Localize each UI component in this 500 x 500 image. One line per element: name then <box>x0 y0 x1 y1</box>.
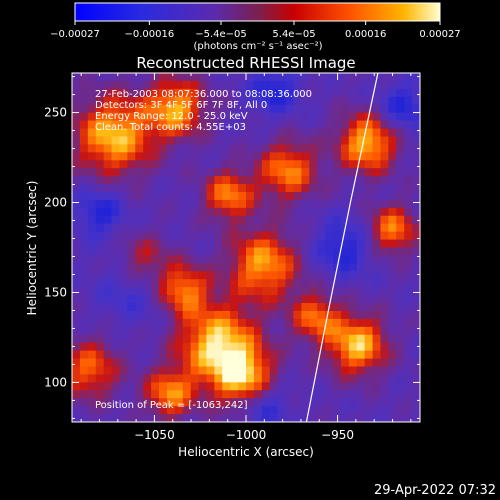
colorbar <box>74 2 441 22</box>
annotation-energy-range: Energy Range: 12.0 - 25.0 keV <box>95 111 248 122</box>
chart-title: Reconstructed RHESSI Image <box>136 54 355 72</box>
x-tick-label: −950 <box>321 428 354 442</box>
x-axis-label: Heliocentric X (arcsec) <box>178 445 314 459</box>
colorbar-tick-label: −0.00016 <box>124 29 174 40</box>
annotation-total-counts: Clean. Total counts: 4.55E+03 <box>95 122 246 133</box>
annotation-time-range: 27-Feb-2003 08:07:36.000 to 08:08:36.000 <box>95 89 312 100</box>
x-tick-label: −1000 <box>226 428 267 442</box>
colorbar-tick-label: 0.00016 <box>345 29 386 40</box>
heatmap-image <box>72 73 420 422</box>
y-axis-label: Heliocentric Y (arcsec) <box>25 181 39 316</box>
y-tick-label: 250 <box>44 106 67 120</box>
colorbar-tick-label: −5.4e−05 <box>195 29 247 40</box>
annotation-block: 27-Feb-2003 08:07:36.000 to 08:08:36.000… <box>95 89 312 133</box>
x-tick-label: −1050 <box>134 428 175 442</box>
y-tick-label: 200 <box>44 196 67 210</box>
solar-limb <box>305 73 379 422</box>
footer-timestamp: 29-Apr-2022 07:32 <box>374 483 496 498</box>
colorbar-tick-label: 5.4e−05 <box>272 29 315 40</box>
y-tick-label: 100 <box>44 375 67 389</box>
colorbar-unit-label: (photons cm⁻² s⁻¹ asec⁻²) <box>193 41 322 52</box>
peak-position-label: Position of Peak = [-1063,242] <box>95 400 248 411</box>
annotation-detectors: Detectors: 3F 4F 5F 6F 7F 8F, All 0 <box>95 100 267 111</box>
colorbar-tick-label: 0.00027 <box>419 29 460 40</box>
colorbar-tick-label: −0.00027 <box>50 29 100 40</box>
colorbar-ticks: −0.00027 −0.00016 −5.4e−05 5.4e−05 0.00016 0.… <box>50 21 461 40</box>
axes: −1050 −1000 −950 100 150 200 250 <box>44 73 420 442</box>
y-tick-label: 150 <box>44 285 67 299</box>
